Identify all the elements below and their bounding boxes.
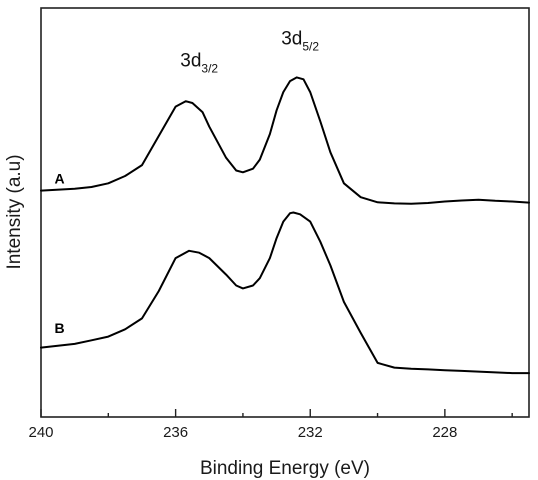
peak-annotations: 3d3/2 3d5/2 xyxy=(180,29,319,76)
x-tick-label: 228 xyxy=(432,424,457,441)
series-label-b: B xyxy=(54,320,64,336)
series-line-b xyxy=(40,211,530,375)
x-axis-ticks xyxy=(40,409,513,417)
x-axis-label: Binding Energy (eV) xyxy=(200,458,370,479)
x-tick-label: 232 xyxy=(298,424,323,441)
x-axis-tick-labels: 240 236 232 228 xyxy=(28,424,457,441)
peak-annotation: 3d3/2 xyxy=(180,51,218,76)
x-tick-label: 236 xyxy=(163,424,188,441)
series-line-a xyxy=(40,76,530,205)
y-axis-label: Intensity (a.u) xyxy=(4,154,25,269)
peak-annotation: 3d5/2 xyxy=(281,29,319,54)
series-label-a: A xyxy=(54,170,64,186)
series-labels: AB xyxy=(54,170,64,336)
series-curves xyxy=(40,76,530,375)
plot-frame xyxy=(40,7,530,418)
x-tick-label: 240 xyxy=(28,424,53,441)
